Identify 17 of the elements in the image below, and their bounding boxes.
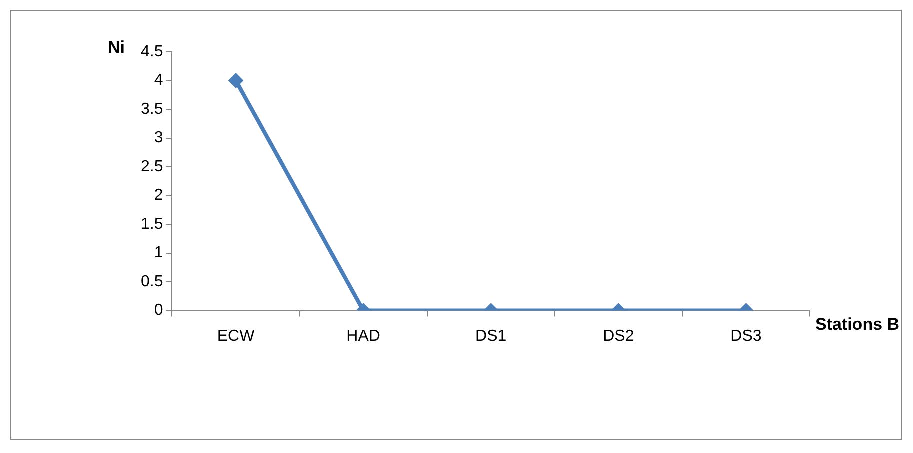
y-tick-label: 0.5 (140, 273, 164, 290)
y-tick-label: 3 (154, 130, 164, 147)
x-tick-label: HAD (346, 328, 380, 345)
y-tick-label: 1 (154, 244, 164, 262)
x-tick-label: DS3 (730, 328, 762, 345)
y-tick-label: 0 (154, 302, 164, 320)
x-axis-title: Stations B (814, 314, 901, 336)
y-tick-label: 4.5 (140, 43, 164, 60)
y-tick-label: 2 (154, 187, 164, 204)
y-tick-label: 4 (154, 72, 164, 90)
x-tick-label: ECW (217, 328, 256, 345)
y-tick-label: 2.5 (140, 158, 164, 176)
x-tick-label: DS1 (476, 328, 507, 345)
x-tick-label: DS2 (603, 328, 634, 345)
y-tick-label: 1.5 (140, 216, 164, 233)
y-axis-title: Ni (108, 38, 125, 58)
y-tick-label: 3.5 (140, 100, 164, 118)
